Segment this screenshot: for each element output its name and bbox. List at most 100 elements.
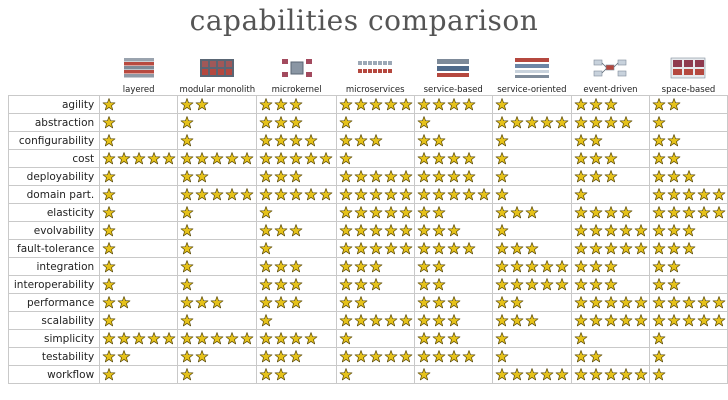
star-icon (667, 278, 681, 291)
rating-cell (648, 203, 728, 222)
star-icon (432, 98, 446, 111)
star-icon (619, 314, 633, 327)
table-row: deployability (7, 167, 728, 186)
rating-cell (99, 275, 179, 294)
row-label: testability (7, 347, 101, 366)
star-icon (667, 242, 681, 255)
star-icon (682, 206, 696, 219)
star-rating (652, 312, 727, 329)
table-row: cost (7, 149, 728, 168)
star-icon (682, 242, 696, 255)
star-icon (102, 170, 116, 183)
star-icon (604, 368, 618, 381)
star-icon (555, 116, 569, 129)
star-rating (339, 132, 414, 149)
star-icon (447, 332, 461, 345)
star-icon (574, 368, 588, 381)
star-icon (225, 332, 239, 345)
star-rating (339, 366, 414, 383)
star-rating (495, 168, 571, 185)
star-icon (652, 134, 666, 147)
star-icon (634, 296, 648, 309)
star-rating (102, 168, 177, 185)
star-rating (417, 114, 492, 131)
rating-cell (256, 221, 337, 240)
star-rating (102, 186, 177, 203)
star-icon (510, 368, 524, 381)
star-rating (417, 186, 492, 203)
rating-cell (648, 149, 728, 168)
star-icon (574, 332, 588, 345)
rating-cell (177, 293, 258, 312)
star-icon (432, 134, 446, 147)
star-icon (132, 332, 146, 345)
star-icon (275, 116, 288, 129)
star-icon (275, 260, 288, 273)
star-icon (354, 170, 368, 183)
star-icon (260, 152, 273, 165)
star-icon (495, 350, 509, 363)
table-row: scalability (7, 311, 728, 330)
rating-cell (570, 275, 650, 294)
rating-cell (648, 167, 728, 186)
star-icon (417, 350, 431, 363)
star-icon (290, 116, 303, 129)
star-rating (417, 96, 492, 113)
star-rating (417, 366, 492, 383)
rating-cell (413, 257, 493, 276)
table-row: agility (7, 95, 728, 114)
star-icon (102, 188, 116, 201)
star-rating (574, 186, 649, 203)
star-rating (259, 276, 335, 293)
star-icon (339, 224, 353, 237)
star-icon (447, 296, 461, 309)
star-icon (495, 368, 509, 381)
star-icon (589, 116, 603, 129)
row-label: interoperability (7, 275, 101, 294)
star-icon (195, 170, 209, 183)
star-icon (369, 350, 383, 363)
star-rating (259, 330, 335, 347)
star-icon (117, 332, 131, 345)
star-rating (495, 186, 571, 203)
star-icon (462, 170, 476, 183)
star-rating (180, 114, 256, 131)
star-icon (260, 350, 273, 363)
star-icon (102, 206, 116, 219)
star-rating (339, 294, 414, 311)
star-icon (102, 260, 116, 273)
star-icon (667, 170, 681, 183)
row-label: configurability (7, 131, 101, 150)
star-rating (102, 294, 177, 311)
star-icon (432, 278, 446, 291)
rating-cell (570, 95, 650, 114)
rating-cell (570, 203, 650, 222)
star-icon (117, 296, 131, 309)
rating-cell (335, 131, 415, 150)
column-header: layered (100, 54, 178, 96)
star-icon (354, 350, 368, 363)
star-icon (510, 116, 524, 129)
star-icon (604, 296, 618, 309)
star-icon (652, 188, 666, 201)
star-icon (290, 188, 303, 201)
star-rating (180, 258, 256, 275)
star-icon (339, 188, 353, 201)
rating-cell (177, 347, 258, 366)
star-icon (384, 188, 398, 201)
star-icon (619, 224, 633, 237)
star-icon (495, 224, 509, 237)
star-icon (320, 188, 333, 201)
star-icon (574, 170, 588, 183)
star-icon (604, 242, 618, 255)
star-icon (225, 152, 239, 165)
star-icon (260, 332, 273, 345)
star-icon (354, 188, 368, 201)
star-icon (399, 350, 413, 363)
rating-cell (335, 311, 415, 330)
star-rating (102, 114, 177, 131)
star-icon (180, 152, 194, 165)
star-icon (117, 152, 131, 165)
star-rating (339, 150, 414, 167)
column-label: microservices (345, 85, 405, 95)
